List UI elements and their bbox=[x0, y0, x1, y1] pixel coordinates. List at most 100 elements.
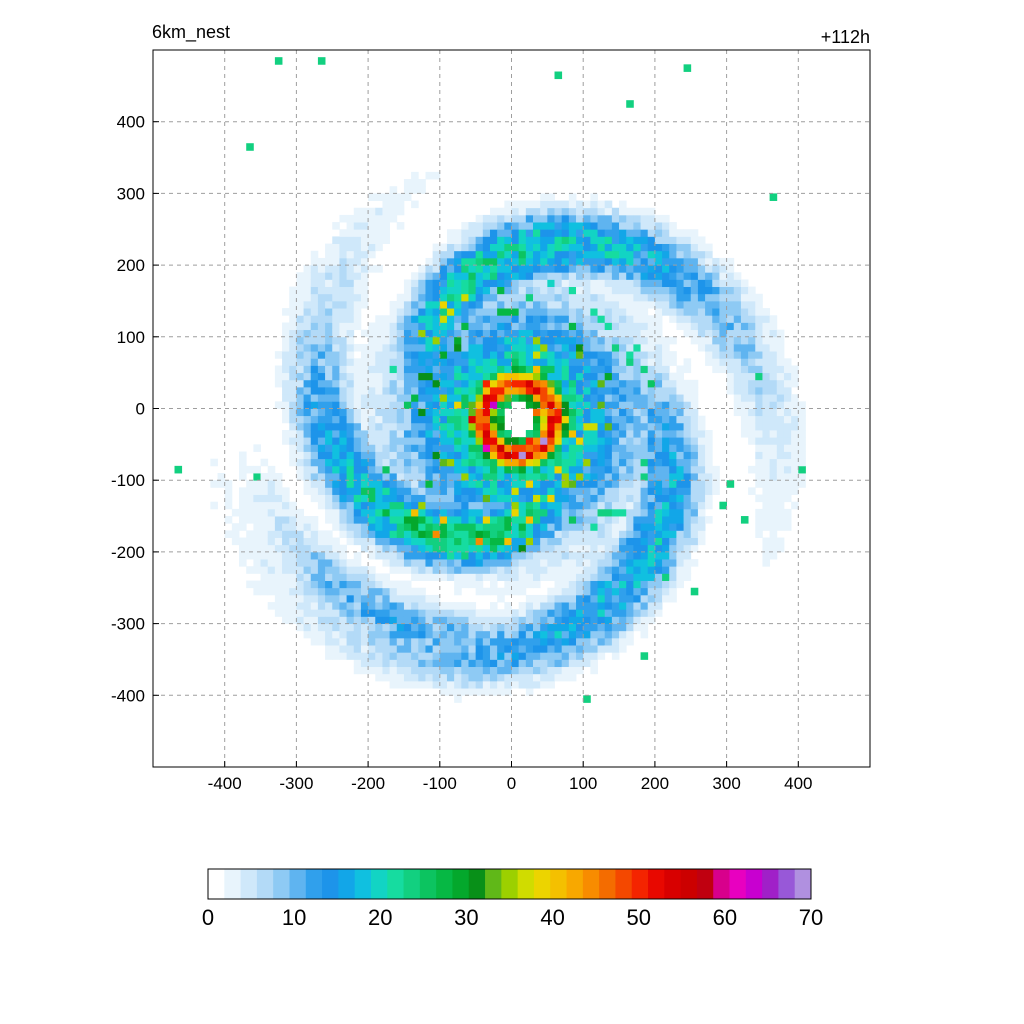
field-cell bbox=[576, 609, 584, 617]
field-cell bbox=[611, 272, 620, 280]
field-cell bbox=[626, 415, 634, 424]
field-cell bbox=[697, 458, 706, 467]
field-cell bbox=[253, 516, 261, 524]
field-cell bbox=[540, 458, 548, 467]
field-cell bbox=[360, 637, 369, 646]
field-cell bbox=[289, 594, 297, 603]
field-cell bbox=[454, 637, 462, 646]
field-cell bbox=[317, 551, 326, 560]
field-cell bbox=[339, 602, 347, 610]
field-cell bbox=[597, 207, 606, 216]
field-cell bbox=[325, 351, 333, 359]
field-cell bbox=[432, 250, 441, 259]
field-cell bbox=[525, 473, 534, 481]
field-cell bbox=[755, 322, 763, 331]
field-cell bbox=[296, 329, 304, 338]
field-cell bbox=[769, 473, 778, 481]
field-cell bbox=[446, 379, 455, 388]
field-cell bbox=[647, 594, 656, 603]
field-cell bbox=[353, 659, 362, 668]
field-cell bbox=[626, 637, 634, 646]
field-cell bbox=[353, 594, 362, 603]
field-cell bbox=[676, 229, 684, 237]
field-cell bbox=[346, 652, 355, 660]
field-cell bbox=[497, 451, 505, 460]
field-cell bbox=[619, 473, 627, 481]
field-cell bbox=[511, 229, 520, 237]
field-cell bbox=[540, 444, 548, 452]
field-cell bbox=[762, 465, 771, 474]
field-cell bbox=[511, 300, 520, 309]
field-cell bbox=[619, 537, 627, 546]
field-cell bbox=[482, 559, 491, 567]
field-cell bbox=[533, 501, 541, 510]
field-cell bbox=[418, 430, 426, 438]
field-cell bbox=[533, 580, 541, 589]
field-cell bbox=[604, 222, 613, 230]
field-cell bbox=[676, 573, 684, 581]
field-cell bbox=[489, 322, 498, 331]
field-cell bbox=[590, 351, 598, 359]
field-cell bbox=[791, 444, 799, 452]
field-cell bbox=[583, 451, 591, 460]
field-cell bbox=[446, 573, 455, 581]
field-cell bbox=[368, 458, 376, 467]
field-cell bbox=[719, 365, 727, 374]
field-cell bbox=[282, 408, 290, 417]
field-cell bbox=[368, 401, 376, 409]
field-cell bbox=[654, 480, 663, 488]
field-cell bbox=[389, 680, 398, 689]
field-cell bbox=[783, 523, 792, 531]
field-cell bbox=[576, 222, 584, 230]
field-cell bbox=[504, 458, 512, 467]
field-cell bbox=[719, 343, 727, 352]
field-cell bbox=[590, 322, 598, 331]
field-cell bbox=[597, 551, 606, 560]
field-cell bbox=[489, 351, 498, 359]
field-cell bbox=[547, 293, 555, 302]
field-cell bbox=[504, 645, 512, 653]
field-cell bbox=[626, 315, 634, 323]
field-cell bbox=[518, 530, 527, 538]
field-cell bbox=[748, 487, 756, 495]
field-cell bbox=[425, 501, 434, 510]
field-cell bbox=[547, 487, 555, 495]
field-cell bbox=[260, 559, 269, 567]
field-cell bbox=[604, 480, 613, 488]
field-cell bbox=[568, 222, 577, 230]
field-cell bbox=[360, 580, 369, 589]
field-cell bbox=[418, 386, 426, 395]
field-cell bbox=[533, 516, 541, 524]
field-cell bbox=[590, 358, 598, 366]
field-cell bbox=[403, 465, 412, 474]
field-cell bbox=[525, 365, 534, 374]
field-cell bbox=[489, 487, 498, 495]
field-cell bbox=[346, 343, 355, 352]
field-cell bbox=[325, 508, 333, 517]
field-cell bbox=[561, 322, 570, 331]
field-cell bbox=[525, 623, 534, 632]
field-cell bbox=[654, 487, 663, 495]
field-cell bbox=[482, 322, 491, 331]
field-cell bbox=[260, 516, 269, 524]
field-cell bbox=[224, 487, 233, 495]
field-cell bbox=[332, 501, 340, 510]
field-cell bbox=[597, 372, 606, 381]
field-cell bbox=[317, 272, 326, 280]
field-cell bbox=[640, 437, 649, 445]
field-cell bbox=[755, 372, 763, 381]
field-cell bbox=[461, 358, 469, 366]
field-cell bbox=[626, 437, 634, 445]
field-cell bbox=[525, 594, 534, 603]
field-cell bbox=[411, 308, 419, 316]
field-cell bbox=[583, 487, 591, 495]
field-cell bbox=[590, 537, 598, 546]
field-cell bbox=[662, 365, 670, 374]
field-cell bbox=[454, 322, 462, 331]
field-cell bbox=[561, 336, 570, 345]
field-cell bbox=[540, 372, 548, 381]
field-cell bbox=[568, 286, 577, 295]
field-cell bbox=[489, 573, 498, 581]
field-cell bbox=[425, 336, 434, 345]
